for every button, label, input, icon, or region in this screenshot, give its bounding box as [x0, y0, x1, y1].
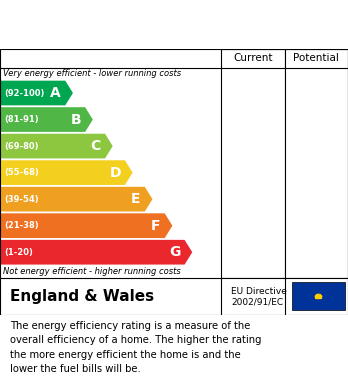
- Bar: [221, 278, 348, 315]
- Text: EU Directive: EU Directive: [231, 287, 287, 296]
- Text: G: G: [169, 245, 180, 259]
- Polygon shape: [287, 107, 346, 132]
- Text: (81-91): (81-91): [4, 115, 39, 124]
- Text: Energy Efficiency Rating: Energy Efficiency Rating: [10, 18, 239, 36]
- Polygon shape: [223, 134, 282, 158]
- Text: 88: 88: [311, 113, 329, 126]
- Text: 78: 78: [248, 140, 265, 152]
- Text: (55-68): (55-68): [4, 168, 39, 177]
- Polygon shape: [0, 213, 172, 238]
- Text: C: C: [90, 139, 101, 153]
- Bar: [292, 282, 345, 310]
- Polygon shape: [0, 160, 133, 185]
- Text: Potential: Potential: [293, 53, 339, 63]
- Text: (1-20): (1-20): [4, 248, 33, 257]
- Text: Very energy efficient - lower running costs: Very energy efficient - lower running co…: [3, 69, 182, 78]
- Polygon shape: [0, 81, 73, 105]
- Text: (21-38): (21-38): [4, 221, 39, 230]
- Bar: [285, 49, 348, 278]
- Text: F: F: [151, 219, 160, 233]
- Text: 2002/91/EC: 2002/91/EC: [231, 297, 284, 306]
- Text: B: B: [70, 113, 81, 127]
- Text: Not energy efficient - higher running costs: Not energy efficient - higher running co…: [3, 267, 181, 276]
- Bar: [221, 49, 285, 278]
- Polygon shape: [0, 187, 152, 212]
- Polygon shape: [0, 107, 93, 132]
- Text: (39-54): (39-54): [4, 195, 39, 204]
- Text: (92-100): (92-100): [4, 88, 45, 97]
- Text: England & Wales: England & Wales: [10, 289, 155, 304]
- Text: A: A: [50, 86, 61, 100]
- Text: The energy efficiency rating is a measure of the
overall efficiency of a home. T: The energy efficiency rating is a measur…: [10, 321, 262, 374]
- Text: (69-80): (69-80): [4, 142, 39, 151]
- Text: Current: Current: [233, 53, 272, 63]
- Text: D: D: [109, 166, 121, 179]
- Polygon shape: [0, 240, 192, 265]
- Polygon shape: [0, 134, 113, 158]
- Text: E: E: [131, 192, 141, 206]
